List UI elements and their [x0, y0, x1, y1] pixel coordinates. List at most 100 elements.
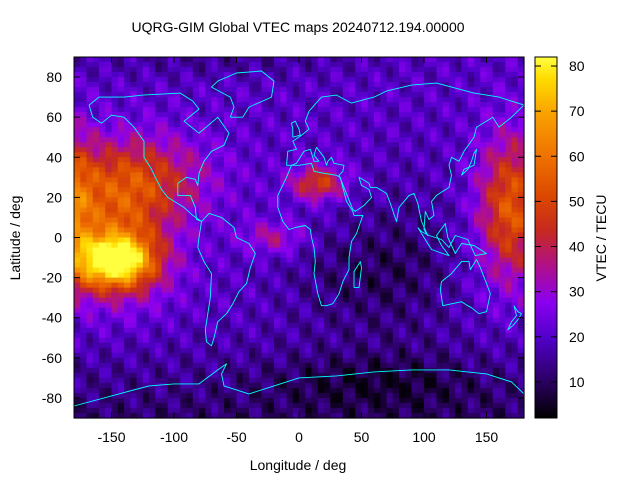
heatmap-cell: [474, 192, 481, 198]
heatmap-cell: [292, 77, 300, 83]
heatmap-cell: [180, 387, 188, 394]
heatmap-cell: [117, 352, 125, 359]
heatmap-cell: [505, 312, 513, 319]
heatmap-cell: [455, 107, 463, 113]
heatmap-cell: [380, 282, 388, 289]
heatmap-cell: [130, 237, 138, 244]
heatmap-cell: [499, 202, 506, 209]
heatmap-cell: [217, 392, 225, 399]
heatmap-cell: [86, 202, 94, 209]
heatmap-cell: [167, 327, 175, 334]
heatmap-cell: [499, 272, 506, 279]
heatmap-cell: [474, 157, 481, 163]
heatmap-cell: [174, 337, 181, 344]
heatmap-cell: [199, 157, 206, 163]
heatmap-cell: [499, 77, 506, 83]
heatmap-cell: [174, 252, 181, 259]
heatmap-cell: [224, 342, 231, 349]
heatmap-cell: [74, 177, 81, 183]
heatmap-cell: [155, 67, 163, 73]
heatmap-cell: [186, 357, 194, 364]
heatmap-cell: [480, 232, 488, 239]
heatmap-cell: [324, 127, 331, 133]
heatmap-cell: [336, 337, 344, 344]
heatmap-cell: [442, 137, 450, 143]
heatmap-cell: [299, 142, 306, 148]
heatmap-cell: [161, 352, 169, 359]
heatmap-cell: [174, 177, 181, 183]
heatmap-cell: [330, 377, 338, 384]
heatmap-cell: [192, 157, 200, 163]
heatmap-cell: [142, 77, 150, 83]
heatmap-cell: [367, 302, 375, 309]
heatmap-cell: [74, 77, 81, 83]
heatmap-cell: [386, 92, 394, 98]
heatmap-cell: [336, 67, 344, 73]
heatmap-cell: [86, 332, 94, 339]
heatmap-cell: [105, 227, 113, 234]
heatmap-cell: [430, 222, 438, 229]
heatmap-cell: [242, 357, 250, 364]
heatmap-cell: [111, 102, 119, 108]
heatmap-cell: [224, 272, 231, 279]
heatmap-cell: [380, 207, 388, 214]
heatmap-cell: [442, 397, 450, 404]
heatmap-cell: [167, 82, 175, 88]
heatmap-cell: [399, 182, 406, 188]
heatmap-cell: [117, 112, 125, 118]
heatmap-cell: [192, 137, 200, 143]
heatmap-cell: [324, 297, 331, 304]
heatmap-cell: [305, 117, 313, 123]
heatmap-cell: [124, 232, 131, 239]
heatmap-cell: [142, 302, 150, 309]
heatmap-cell: [374, 137, 381, 143]
heatmap-cell: [461, 372, 469, 379]
heatmap-cell: [386, 142, 394, 148]
heatmap-cell: [205, 287, 213, 294]
heatmap-cell: [274, 267, 281, 274]
heatmap-cell: [461, 232, 469, 239]
heatmap-cell: [161, 307, 169, 314]
heatmap-cell: [255, 272, 263, 279]
heatmap-cell: [274, 77, 281, 83]
heatmap-cell: [280, 342, 288, 349]
heatmap-cell: [124, 202, 131, 209]
heatmap-cell: [267, 272, 275, 279]
heatmap-cell: [74, 227, 81, 234]
heatmap-cell: [224, 207, 231, 214]
heatmap-cell: [149, 107, 156, 113]
heatmap-cell: [205, 232, 213, 239]
heatmap-cell: [224, 222, 231, 229]
heatmap-cell: [136, 357, 144, 364]
heatmap-cell: [249, 242, 256, 249]
heatmap-cell: [511, 362, 519, 369]
heatmap-cell: [449, 257, 456, 264]
heatmap-cell: [367, 222, 375, 229]
heatmap-cell: [280, 142, 288, 148]
heatmap-cell: [186, 207, 194, 214]
heatmap-cell: [430, 397, 438, 404]
heatmap-cell: [192, 372, 200, 379]
heatmap-cell: [492, 57, 500, 63]
heatmap-cell: [486, 162, 494, 168]
heatmap-cell: [124, 72, 131, 78]
heatmap-cell: [292, 327, 300, 334]
heatmap-cell: [161, 237, 169, 244]
heatmap-cell: [99, 67, 106, 73]
heatmap-cell: [155, 62, 163, 68]
heatmap-cell: [467, 387, 475, 394]
heatmap-cell: [180, 62, 188, 68]
heatmap-cell: [430, 157, 438, 163]
heatmap-cell: [130, 172, 138, 178]
heatmap-cell: [461, 362, 469, 369]
heatmap-cell: [280, 127, 288, 133]
heatmap-cell: [461, 102, 469, 108]
heatmap-cell: [480, 182, 488, 188]
heatmap-cell: [292, 227, 300, 234]
heatmap-cell: [136, 77, 144, 83]
heatmap-cell: [461, 107, 469, 113]
heatmap-cell: [274, 112, 281, 118]
heatmap-cell: [405, 272, 413, 279]
heatmap-cell: [92, 92, 100, 98]
heatmap-cell: [436, 382, 444, 389]
